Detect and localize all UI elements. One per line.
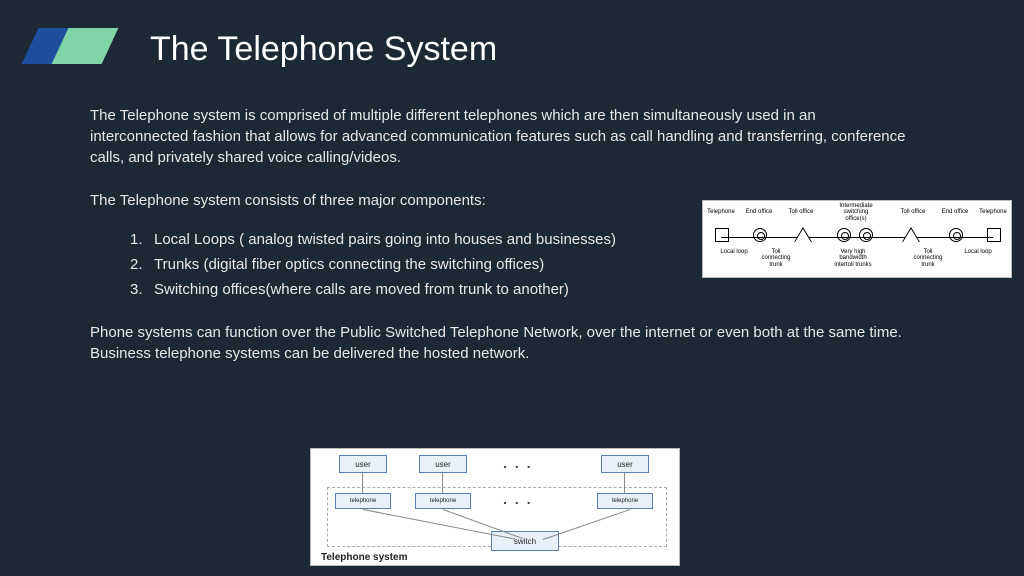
list-text: Switching offices(where calls are moved …: [154, 281, 569, 298]
d1-label: Telephone: [706, 209, 736, 215]
connector-line: [624, 473, 625, 493]
end-office-icon: [949, 228, 963, 242]
paragraph-components: The Telephone system consists of three m…: [90, 190, 690, 211]
telephone-box: telephone: [335, 493, 391, 509]
toll-office-icon: [903, 228, 919, 242]
user-box: user: [601, 455, 649, 473]
list-item: 1.Local Loops ( analog twisted pairs goi…: [130, 229, 690, 250]
switching-office-icon: [837, 228, 851, 242]
telephone-box: telephone: [415, 493, 471, 509]
d1-label: End office: [744, 209, 774, 215]
paragraph-intro: The Telephone system is comprised of mul…: [90, 105, 910, 168]
d1-label: Toll connecting trunk: [759, 249, 793, 268]
diagram-caption: Telephone system: [321, 552, 408, 563]
d1-label: Local loop: [717, 249, 751, 255]
d1-label: Telephone: [978, 209, 1008, 215]
user-box: user: [419, 455, 467, 473]
d1-label: Toll office: [898, 209, 928, 215]
corner-accent: [30, 28, 120, 64]
d1-label: Toll connecting trunk: [911, 249, 945, 268]
ellipsis-icon: ...: [503, 455, 539, 471]
telephone-box: telephone: [597, 493, 653, 509]
end-office-icon: [753, 228, 767, 242]
slide-title: The Telephone System: [150, 30, 497, 69]
connector-line: [442, 473, 443, 493]
d1-label: Local loop: [961, 249, 995, 255]
switching-office-icon: [859, 228, 873, 242]
telephone-icon: [987, 228, 1001, 242]
list-item: 2.Trunks (digital fiber optics connectin…: [130, 254, 690, 275]
paragraph-closing: Phone systems can function over the Publ…: [90, 322, 910, 364]
list-item: 3.Switching offices(where calls are move…: [130, 279, 690, 300]
ellipsis-icon: ...: [503, 491, 539, 507]
components-list: 1.Local Loops ( analog twisted pairs goi…: [130, 229, 690, 300]
d1-label: Very high bandwidth intertoll trunks: [831, 249, 875, 268]
connector-line: [362, 473, 363, 493]
d1-label: Intermediate switching office(s): [836, 203, 876, 222]
user-box: user: [339, 455, 387, 473]
list-text: Trunks (digital fiber optics connecting …: [154, 256, 544, 273]
d1-label: End office: [940, 209, 970, 215]
list-text: Local Loops ( analog twisted pairs going…: [154, 231, 616, 248]
switch-box: switch: [491, 531, 559, 551]
d1-label: Toll office: [786, 209, 816, 215]
telephone-icon: [715, 228, 729, 242]
telephone-system-diagram: user user user ... telephone telephone t…: [310, 448, 680, 566]
network-chain-diagram: Telephone End office Toll office Interme…: [702, 200, 1012, 278]
toll-office-icon: [795, 228, 811, 242]
